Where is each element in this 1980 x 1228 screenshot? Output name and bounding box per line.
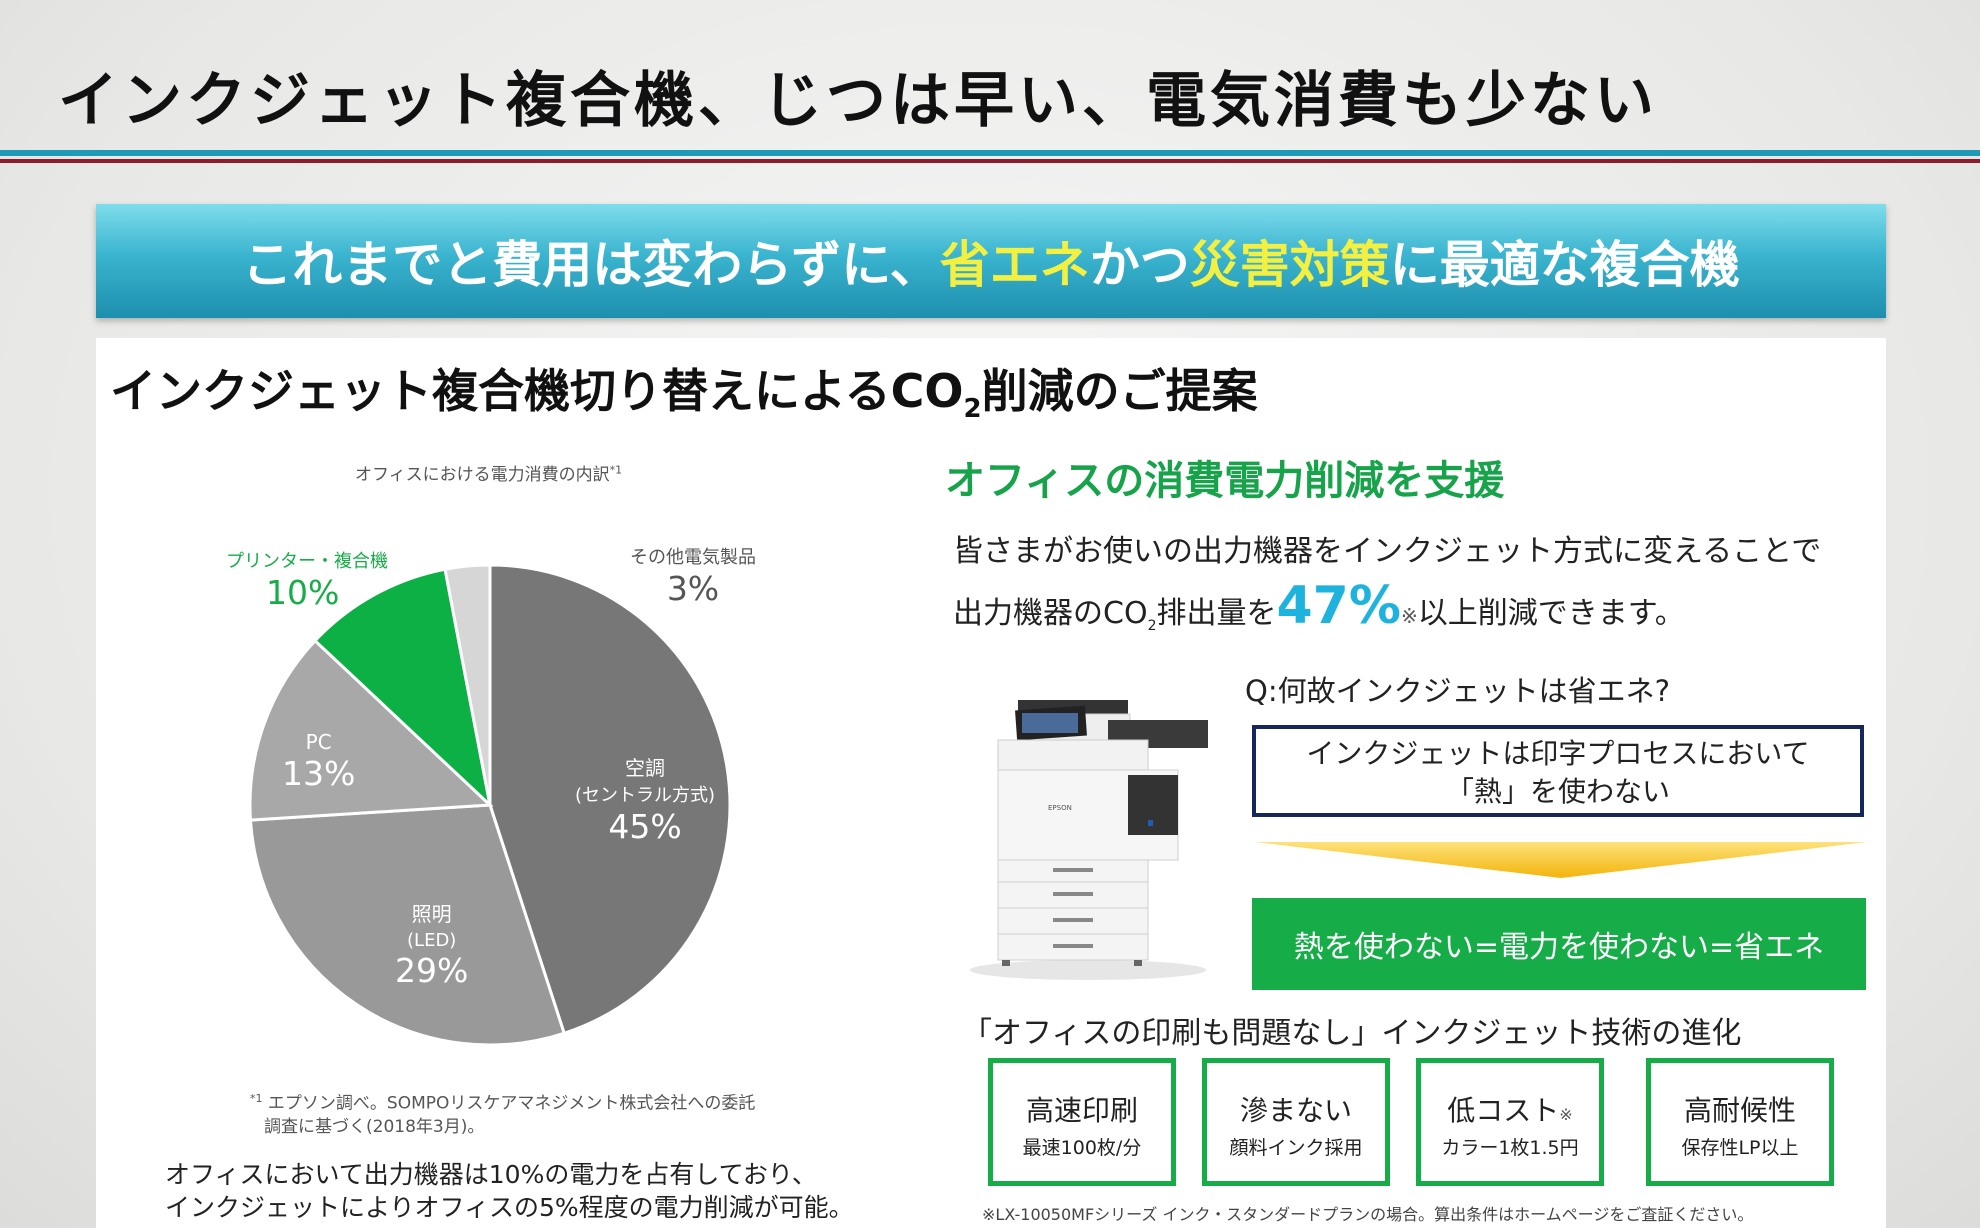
pie-label-aircon-name: 空調	[625, 756, 666, 780]
pie-chart	[248, 563, 732, 1047]
support-body: 皆さまがお使いの出力機器をインクジェット方式に変えることで 出力機器のCO2排出…	[953, 525, 1821, 653]
pie-slice-3	[312, 567, 493, 810]
question-text: Q:何故インクジェットは省エネ?	[1245, 674, 1670, 708]
reduction-percent: 47%	[1276, 576, 1401, 636]
bottom-note: ※LX-10050MFシリーズ インク・スタンダードプランの場合。算出条件はホー…	[982, 1205, 1754, 1224]
pie-slice-1	[248, 803, 567, 1047]
pie-value-lighting: 29%	[395, 951, 469, 990]
feature-card: 滲まない 顔料インク採用	[1202, 1058, 1390, 1186]
pie-label-other: その他電気製品 3%	[630, 543, 756, 608]
pie-label-lighting-sub: (LED)	[407, 930, 457, 951]
footnote-line-2: 調査に基づく(2018年3月)。	[264, 1116, 485, 1137]
pie-label-pc-name: PC	[305, 730, 332, 754]
pie-slice-4	[443, 563, 492, 806]
chart-title-note: *1	[609, 463, 623, 477]
feature-main: 低コスト	[1447, 1094, 1560, 1127]
banner-highlight-1: 省エネ	[939, 236, 1090, 294]
chart-title: オフィスにおける電力消費の内訳*1	[355, 460, 622, 485]
pie-slice-2	[248, 638, 494, 822]
page-title: インクジェット複合機、じつは早い、電気消費も少ない	[58, 66, 1658, 136]
feature-sub: 顔料インク採用	[1229, 1137, 1363, 1159]
pie-label-aircon-sub: (セントラル方式)	[575, 785, 716, 806]
banner: これまでと費用は変わらずに、 省エネ かつ 災害対策 に最適な複合機	[96, 204, 1886, 318]
pie-label-lighting-name: 照明	[411, 902, 452, 926]
support-line-1: 皆さまがお使いの出力機器をインクジェット方式に変えることで	[953, 534, 1822, 569]
answer-box: インクジェットは印字プロセスにおいて 「熱」を使わない	[1252, 725, 1864, 817]
proposal-title-text: インクジェット複合機切り替えによるCO	[110, 364, 964, 418]
footnote-line-1: エプソン調べ。SOMPOリスケアマネジメント株式会社への委託	[267, 1093, 756, 1114]
pie-label-lighting: 照明 (LED) 29%	[395, 898, 468, 990]
support-line-2c: 以上削減できます。	[1417, 596, 1685, 631]
banner-text-3: に最適な複合機	[1389, 236, 1740, 294]
feature-card: 高耐候性 保存性LP以上	[1646, 1058, 1834, 1186]
conclusion-line-1: オフィスにおいて出力機器は10%の電力を占有しており、	[165, 1160, 817, 1189]
chart-footnote: *1 エプソン調べ。SOMPOリスケアマネジメント株式会社への委託 調査に基づく…	[250, 1087, 755, 1139]
pie-label-other-name: その他電気製品	[630, 547, 756, 568]
conclusion-text: オフィスにおいて出力機器は10%の電力を占有しており、 インクジェットによりオフ…	[165, 1158, 854, 1224]
proposal-title: インクジェット複合機切り替えによるCO2削減のご提案	[110, 355, 1258, 424]
banner-highlight-2: 災害対策	[1189, 236, 1390, 294]
feature-mark: ※	[1559, 1105, 1573, 1124]
feature-card: 低コスト※ カラー1枚1.5円	[1416, 1058, 1604, 1186]
pie-value-printer: 10%	[266, 573, 340, 612]
pie-value-other: 3%	[666, 569, 720, 608]
feature-main: 高速印刷	[1025, 1094, 1138, 1127]
support-line-2a: 出力機器のCO	[953, 596, 1148, 631]
banner-text-1: これまでと費用は変わらずに、	[242, 236, 940, 294]
support-title: オフィスの消費電力削減を支援	[945, 458, 1505, 504]
pie-label-printer-name: プリンター・複合機	[226, 551, 388, 572]
pie-slice-0	[488, 563, 732, 1036]
feature-sub: 保存性LP以上	[1681, 1137, 1799, 1159]
support-line-2-sub: 2	[1147, 618, 1157, 634]
header-rule-red	[0, 159, 1980, 163]
down-arrow-icon	[1255, 842, 1867, 878]
conclusion-line-2: インクジェットによりオフィスの5%程度の電力削減が可能。	[165, 1193, 854, 1222]
feature-main: 高耐候性	[1683, 1094, 1796, 1127]
pie-label-aircon: 空調 (セントラル方式) 45%	[575, 752, 715, 846]
printer-icon: EPSON	[970, 700, 1208, 980]
feature-sub: 最速100枚/分	[1022, 1137, 1142, 1159]
support-line-2b: 排出量を	[1156, 596, 1277, 631]
tech-title: 「オフィスの印刷も問題なし」インクジェット技術の進化	[962, 1016, 1742, 1051]
feature-main: 滲まない	[1239, 1094, 1352, 1127]
feature-card: 高速印刷 最速100枚/分	[988, 1058, 1176, 1186]
reduction-note-mark: ※	[1400, 604, 1418, 628]
answer-line-1: インクジェットは印字プロセスにおいて	[1306, 737, 1810, 770]
answer-line-2: 「熱」を使わない	[1445, 775, 1670, 808]
chart-title-text: オフィスにおける電力消費の内訳	[355, 465, 610, 485]
header-rule-blue	[0, 150, 1980, 156]
proposal-title-subscript: 2	[963, 394, 982, 425]
pie-value-aircon: 45%	[608, 807, 682, 846]
pie-label-pc: PC 13%	[282, 730, 355, 793]
svg-text:EPSON: EPSON	[1048, 804, 1072, 812]
pie-label-printer: プリンター・複合機 10%	[226, 547, 388, 612]
proposal-title-text-2: 削減のご提案	[981, 364, 1258, 418]
result-box: 熱を使わない=電力を使わない=省エネ	[1252, 898, 1866, 990]
banner-text-2: かつ	[1089, 236, 1190, 294]
feature-sub: カラー1枚1.5円	[1441, 1137, 1579, 1159]
footnote-mark: *1	[250, 1092, 263, 1105]
pie-value-pc: 13%	[282, 754, 356, 793]
